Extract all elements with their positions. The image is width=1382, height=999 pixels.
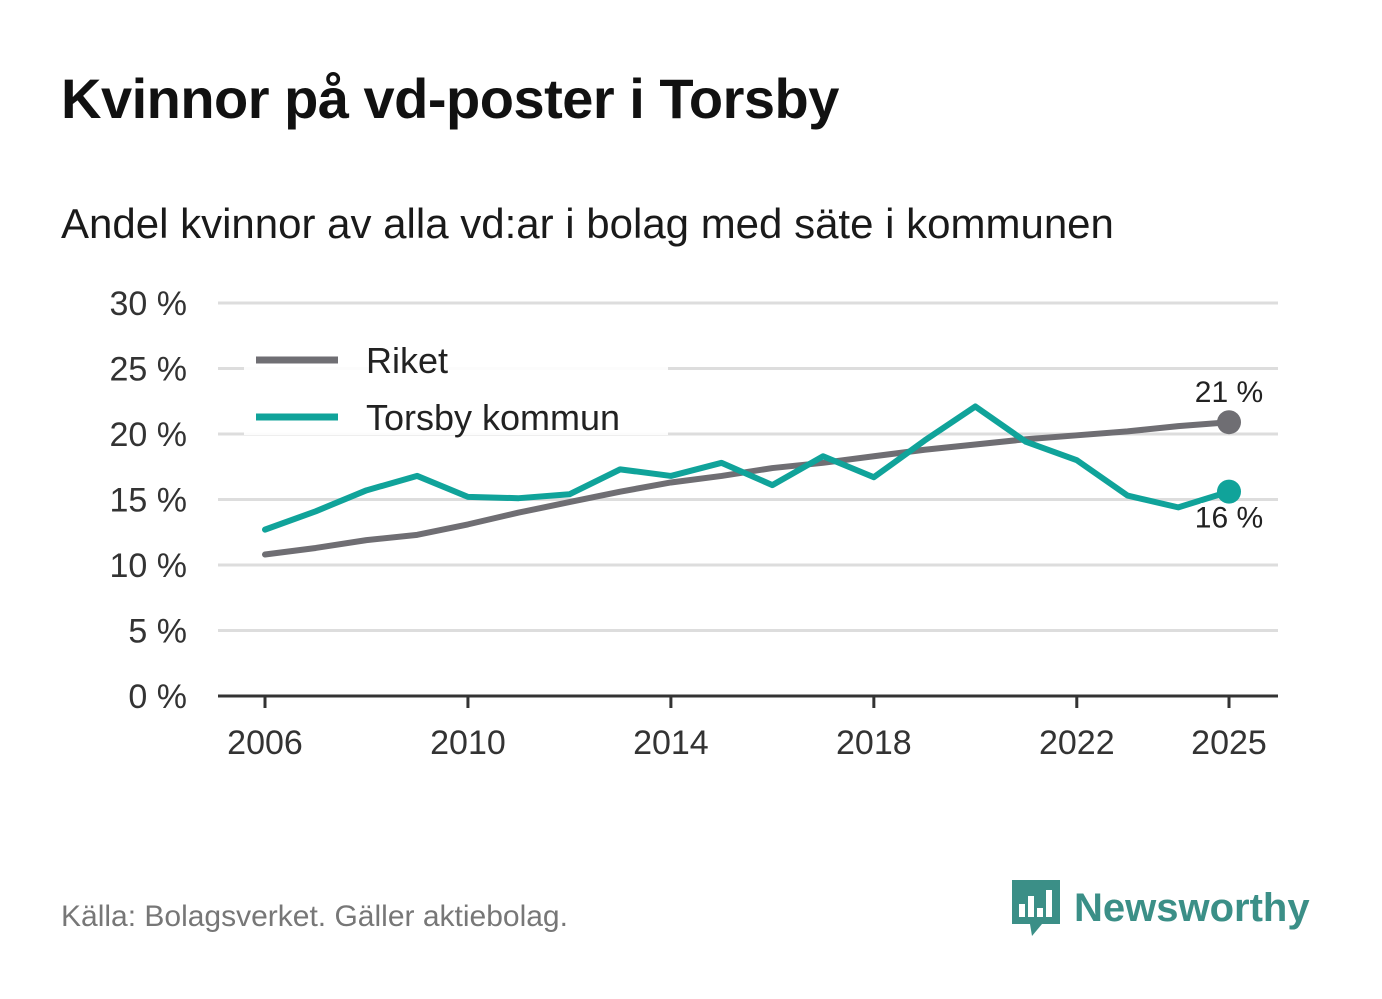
chart-subtitle: Andel kvinnor av alla vd:ar i bolag med … [61,200,1114,247]
legend-label: Riket [366,340,448,381]
y-tick-label: 25 % [110,351,188,389]
legend-label: Torsby kommun [366,397,620,438]
x-tick-label: 2018 [836,724,912,762]
x-axis-ticks: 2006 2010 2014 2018 2022 2025 [227,696,1267,762]
series-group: 21 % 16 % [262,372,1267,558]
y-tick-label: 30 % [110,285,188,323]
brand-logo: Newsworthy [1010,878,1310,938]
y-tick-label: 0 % [128,678,187,716]
y-tick-label: 5 % [128,613,187,651]
y-tick-label: 10 % [110,547,188,585]
legend: Riket Torsby kommun [244,335,668,438]
end-point-torsby-kommun [1217,479,1241,504]
y-tick-label: 20 % [110,416,188,454]
end-value-label: 21 % [1195,376,1263,409]
x-tick-label: 2014 [633,724,709,762]
y-tick-label: 15 % [110,482,188,520]
series-line-torsby-kommun [262,403,1232,533]
end-point-riket [1217,410,1241,435]
chart-title: Kvinnor på vd-poster i Torsby [61,67,839,130]
end-value-label: 16 % [1195,502,1263,535]
source-note: Källa: Bolagsverket. Gäller aktiebolag. [61,900,568,933]
y-axis-ticks: 0 % 5 % 10 % 15 % 20 % 25 % 30 % [110,285,188,716]
x-tick-label: 2022 [1039,724,1115,762]
newsworthy-logo-icon [1012,880,1060,936]
x-tick-label: 2025 [1191,724,1267,762]
series-line-riket [262,419,1232,558]
x-tick-label: 2010 [430,724,506,762]
x-tick-label: 2006 [227,724,303,762]
brand-name: Newsworthy [1074,885,1310,930]
